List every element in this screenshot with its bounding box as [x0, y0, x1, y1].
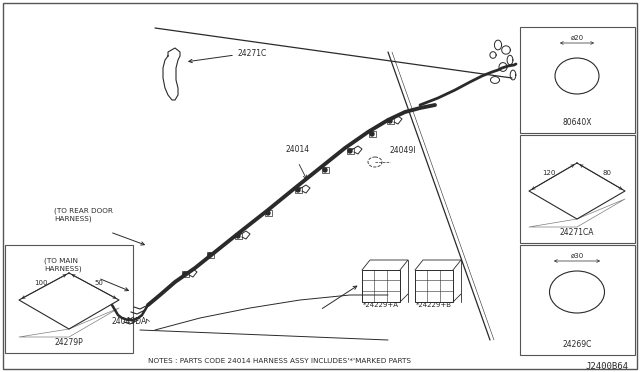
- Bar: [520, 245, 635, 355]
- Bar: [322, 167, 329, 173]
- Text: J2400B64: J2400B64: [585, 362, 628, 371]
- Text: 24049Ι: 24049Ι: [390, 146, 417, 155]
- Bar: [295, 187, 302, 193]
- Text: ø30: ø30: [570, 253, 584, 259]
- Circle shape: [266, 211, 270, 215]
- Text: ø20: ø20: [570, 35, 584, 41]
- Text: *24229+B: *24229+B: [416, 302, 452, 308]
- Text: 50: 50: [95, 280, 104, 286]
- Text: 80: 80: [602, 170, 611, 176]
- Text: 24269C: 24269C: [563, 340, 592, 349]
- Circle shape: [348, 149, 352, 153]
- Circle shape: [370, 132, 374, 136]
- Circle shape: [236, 234, 240, 238]
- Text: 24271CA: 24271CA: [560, 228, 595, 237]
- Text: 100: 100: [35, 280, 48, 286]
- Bar: [5, 245, 133, 353]
- Text: 24014: 24014: [285, 145, 309, 154]
- Circle shape: [323, 168, 327, 172]
- Bar: [207, 252, 214, 258]
- Circle shape: [388, 119, 392, 123]
- Bar: [182, 271, 189, 277]
- Bar: [520, 27, 635, 133]
- Text: (TO REAR DOOR
HARNESS): (TO REAR DOOR HARNESS): [54, 208, 113, 221]
- Bar: [265, 210, 272, 216]
- Text: 24279P: 24279P: [54, 338, 83, 347]
- Bar: [347, 148, 354, 154]
- Text: 120: 120: [542, 170, 556, 176]
- Bar: [415, 270, 453, 302]
- Bar: [235, 233, 242, 239]
- Text: 80640X: 80640X: [563, 118, 592, 127]
- Bar: [362, 270, 400, 302]
- Bar: [387, 118, 394, 124]
- Bar: [369, 131, 376, 137]
- Text: 24049DA: 24049DA: [112, 317, 147, 326]
- Text: (TO MAIN
HARNESS): (TO MAIN HARNESS): [44, 257, 82, 272]
- Bar: [520, 135, 635, 243]
- Circle shape: [208, 253, 212, 257]
- Circle shape: [296, 188, 300, 192]
- Text: NOTES : PARTS CODE 24014 HARNESS ASSY INCLUDES'*'MARKED PARTS: NOTES : PARTS CODE 24014 HARNESS ASSY IN…: [148, 358, 412, 364]
- Text: 24271C: 24271C: [237, 48, 266, 58]
- Circle shape: [183, 272, 187, 276]
- Text: *24229+A: *24229+A: [363, 302, 399, 308]
